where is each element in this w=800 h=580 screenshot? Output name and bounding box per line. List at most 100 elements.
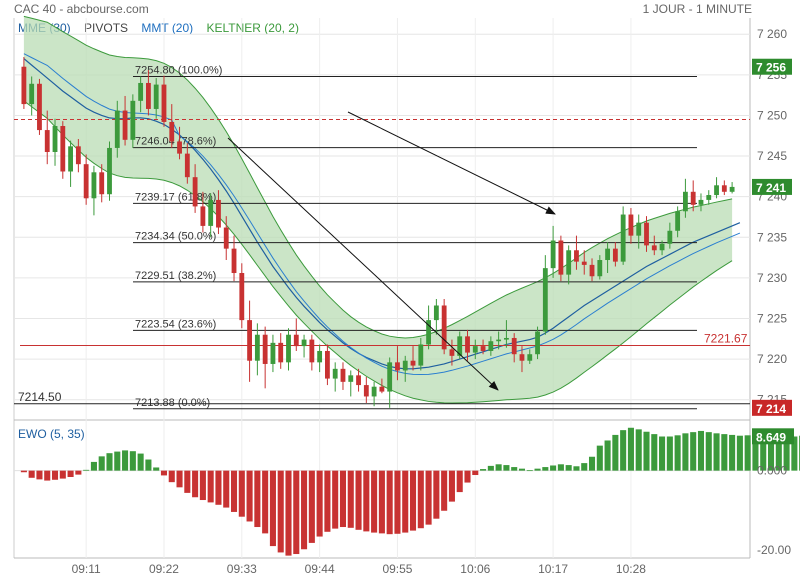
candle-body bbox=[379, 386, 385, 392]
ewo-bar bbox=[223, 470, 230, 508]
marker-low-bg bbox=[752, 399, 792, 416]
ewo-bar bbox=[75, 470, 82, 475]
last-price-tag: 7 241 bbox=[756, 181, 786, 195]
ewo-bar bbox=[659, 436, 666, 471]
candle-body bbox=[239, 273, 245, 321]
ewo-bar bbox=[176, 470, 183, 488]
legend-pivots[interactable]: PIVOTS bbox=[84, 21, 129, 35]
candle-body bbox=[659, 243, 665, 251]
candle-body bbox=[387, 362, 393, 392]
candle-body bbox=[620, 214, 626, 262]
candle-body bbox=[550, 240, 556, 269]
x-tick-label: 10:06 bbox=[460, 562, 490, 576]
candle-body bbox=[675, 211, 681, 231]
candle-body bbox=[301, 339, 307, 347]
ewo-bar bbox=[199, 470, 206, 501]
ewo-bar bbox=[682, 433, 689, 471]
ewo-bar bbox=[409, 470, 417, 531]
candle-body bbox=[29, 83, 35, 105]
trend-arrows bbox=[227, 111, 556, 391]
candle-body bbox=[558, 240, 564, 275]
ewo-bar bbox=[308, 470, 315, 543]
candle-body bbox=[729, 186, 735, 192]
ewo-bar bbox=[277, 470, 284, 553]
fib-label: 7254.80 (100.0%) bbox=[135, 64, 222, 76]
ewo-bar bbox=[363, 470, 370, 532]
ewo-tick-neg: -20.00 bbox=[757, 543, 791, 557]
candle-body bbox=[356, 375, 361, 386]
candle-body bbox=[472, 346, 478, 353]
candle-body bbox=[184, 153, 190, 178]
candle-body bbox=[309, 339, 315, 363]
ewo-bar bbox=[20, 470, 27, 473]
candle-body bbox=[293, 334, 299, 347]
red-line-label: 7221.67 bbox=[704, 332, 748, 346]
candle-body bbox=[644, 222, 649, 246]
x-tick-label: 10:17 bbox=[538, 562, 568, 576]
candle-body bbox=[457, 336, 463, 356]
candle-body bbox=[690, 191, 696, 205]
candle-body bbox=[496, 339, 502, 342]
chart-title: CAC 40 - abcbourse.com bbox=[14, 2, 149, 16]
last-price-tag-bg bbox=[752, 178, 792, 195]
ewo-bar bbox=[28, 470, 35, 478]
ewo-bar bbox=[339, 470, 347, 528]
ewo-bar bbox=[612, 434, 619, 471]
y-tick-label: 7 230 bbox=[757, 271, 787, 285]
candle-body bbox=[418, 344, 424, 366]
candle-body bbox=[114, 110, 120, 148]
ewo-bar bbox=[106, 453, 113, 471]
ewo-bar bbox=[316, 470, 323, 537]
ewo-bar bbox=[627, 427, 634, 471]
arrow-down-trend bbox=[227, 137, 499, 391]
ewo-bar bbox=[160, 470, 168, 476]
ewo-bar bbox=[480, 469, 487, 471]
ewo-bar bbox=[293, 470, 300, 555]
candle-body bbox=[683, 191, 688, 212]
marker-high: 7 256 bbox=[756, 61, 786, 75]
y-tick-label: 7 235 bbox=[757, 230, 787, 244]
ewo-bar bbox=[588, 456, 596, 471]
candle-body bbox=[37, 83, 42, 131]
ewo-bar bbox=[230, 470, 238, 512]
ewo-bar bbox=[347, 470, 354, 528]
arrow-rebound bbox=[347, 111, 556, 215]
ewo-bar bbox=[254, 470, 261, 528]
candle-body bbox=[566, 250, 572, 275]
candle-body bbox=[75, 146, 81, 165]
ewo-bar bbox=[721, 434, 728, 471]
timeframe-label[interactable]: 1 JOUR - 1 MINUTE bbox=[642, 2, 752, 16]
candle-body bbox=[721, 185, 727, 192]
keltner-band bbox=[23, 15, 733, 404]
ewo-bar bbox=[98, 456, 105, 471]
ewo-bar bbox=[464, 470, 471, 483]
y-tick-label: 7 220 bbox=[757, 352, 787, 366]
ewo-bar bbox=[371, 470, 378, 533]
y-tick-label: 7 245 bbox=[757, 149, 787, 163]
candle-body bbox=[527, 354, 533, 361]
candle-body bbox=[161, 84, 167, 122]
ewo-last-bg bbox=[752, 428, 794, 445]
candle-body bbox=[504, 337, 509, 340]
pivot-label: 7214.50 bbox=[18, 390, 62, 404]
ewo-bar bbox=[752, 434, 759, 471]
ewo-bar bbox=[581, 463, 588, 471]
marker-low: 7 214 bbox=[756, 402, 786, 416]
ewo-bar bbox=[760, 435, 767, 471]
candle-body bbox=[130, 100, 136, 140]
ewo-bar bbox=[90, 461, 97, 471]
candle-body bbox=[581, 261, 587, 265]
fib-label: 7213.88 (0.0%) bbox=[135, 397, 210, 409]
fib-label: 7223.54 (23.6%) bbox=[135, 318, 216, 330]
ewo-bar bbox=[59, 470, 66, 479]
candle-body bbox=[410, 360, 416, 366]
candle-body bbox=[122, 110, 128, 140]
legend-keltner[interactable]: KELTNER (20, 2) bbox=[206, 21, 299, 35]
ewo-bar bbox=[417, 470, 424, 529]
legend-mmt[interactable]: MMT (20) bbox=[141, 21, 194, 35]
candle-body bbox=[254, 334, 260, 361]
ewo-bar bbox=[129, 451, 136, 471]
candle-body bbox=[465, 336, 470, 353]
